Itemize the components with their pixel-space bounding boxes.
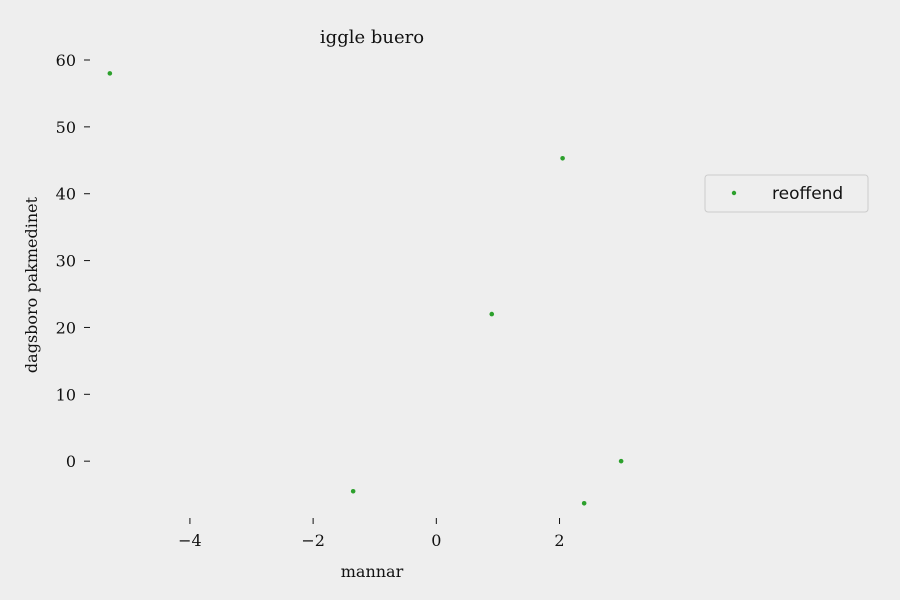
legend-marker (731, 190, 737, 196)
y-tick-label: 60 (56, 51, 76, 70)
data-point (350, 488, 356, 494)
data-point (560, 155, 565, 161)
y-tick-label: 40 (56, 185, 76, 204)
legend-frame (704, 174, 869, 213)
x-axis: −4 −2 0 2 (178, 518, 565, 550)
data-point (618, 458, 624, 464)
y-tick-label: 10 (56, 385, 76, 404)
x-axis-label: mannar (341, 562, 404, 581)
x-tick-label: −2 (301, 531, 325, 550)
y-tick-label: 0 (66, 452, 76, 471)
y-tick-label: 20 (56, 318, 76, 337)
x-tick-label: 2 (554, 531, 564, 550)
data-point (581, 500, 587, 506)
legend-label-reoffend: reoffend (772, 184, 843, 204)
y-axis: 0 10 20 30 40 50 60 (56, 51, 90, 471)
y-tick-label: 50 (56, 118, 76, 137)
y-axis-label: dagsboro pakmedinet (22, 196, 41, 373)
x-tick-label: 0 (431, 531, 441, 550)
data-point (107, 71, 113, 76)
y-tick-label: 30 (56, 252, 76, 271)
x-tick-label: −4 (178, 531, 202, 550)
series-points (107, 71, 624, 506)
chart-title: iggle buero (320, 27, 424, 48)
data-point (489, 311, 495, 317)
legend: reoffend (704, 174, 869, 213)
